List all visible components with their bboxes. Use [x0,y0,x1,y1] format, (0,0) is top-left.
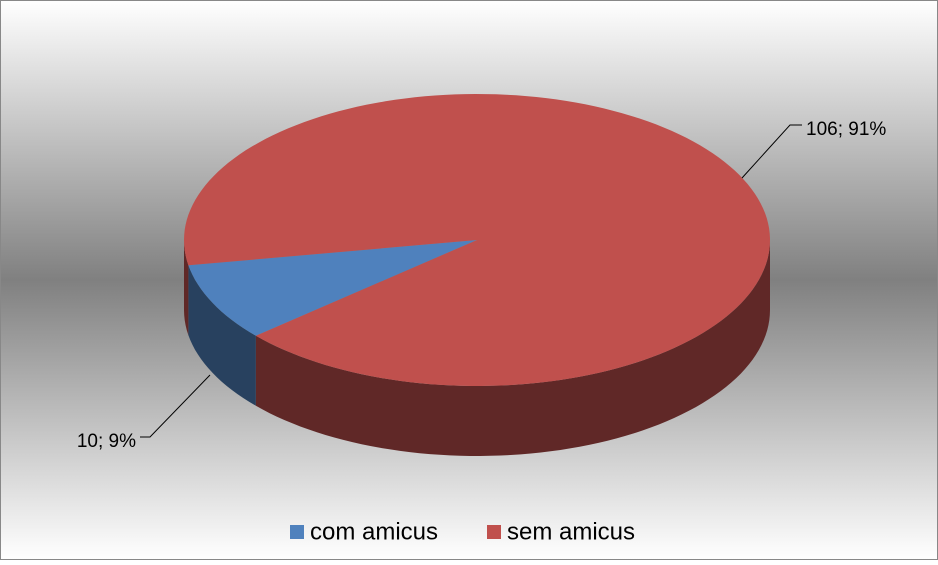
pie-side [188,265,256,406]
pie-slice [184,94,770,386]
labels: 10; 9% 106; 91% [77,119,887,452]
legend-label: sem amicus [507,518,635,545]
legend: com amicus sem amicus [290,518,635,545]
data-label: 106; 91% [806,119,886,140]
leader-line [140,374,211,438]
legend-label: com amicus [310,518,438,545]
legend-swatch [487,525,501,539]
pie-slice [188,240,477,336]
pie-side [184,240,189,336]
data-label: 10; 9% [77,431,136,452]
pie-side [255,240,770,456]
leader-line [741,124,802,179]
legend-swatch [290,525,304,539]
pie [184,94,770,456]
